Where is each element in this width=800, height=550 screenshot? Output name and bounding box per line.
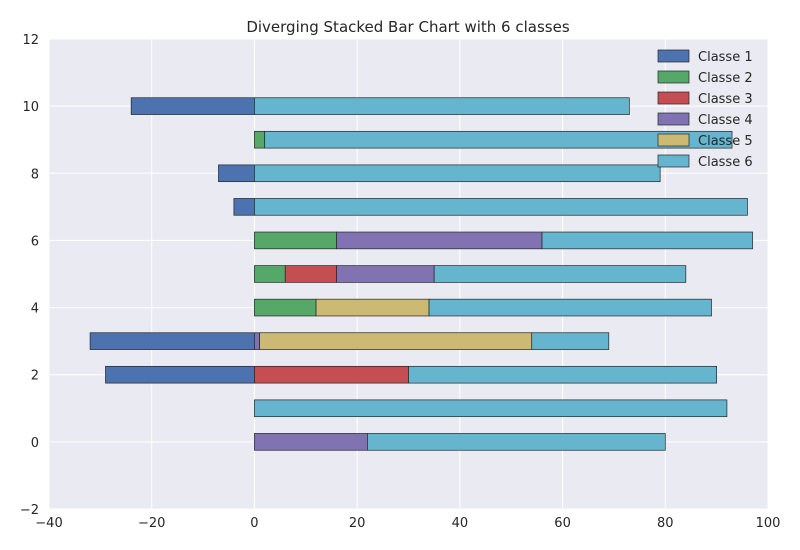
- x-tick-label: 20: [349, 516, 366, 531]
- legend-swatch: [657, 49, 690, 63]
- bar-segment: [105, 365, 255, 384]
- legend-swatch: [657, 154, 690, 168]
- bar-segment: [254, 298, 317, 317]
- bar-segment: [336, 231, 543, 250]
- bar-segment: [284, 265, 337, 283]
- legend-swatch: [657, 133, 690, 147]
- x-tick-label: 80: [657, 516, 674, 531]
- bar-segment: [254, 164, 661, 183]
- x-tick-label: 0: [250, 516, 258, 531]
- legend-label: Classe 5: [698, 134, 753, 149]
- x-axis-ticks: −40 −20 0 20 40 60 80 100: [35, 516, 780, 531]
- legend-label: Classe 2: [698, 71, 753, 86]
- x-tick-label: 100: [756, 516, 781, 531]
- x-tick-label: −40: [35, 516, 62, 531]
- bar-segment: [254, 130, 266, 149]
- legend-label: Classe 4: [698, 113, 753, 128]
- bar-segment: [254, 332, 260, 350]
- legend-label: Classe 1: [698, 50, 753, 65]
- bar-segment: [264, 130, 733, 149]
- legend-swatch: [657, 70, 690, 84]
- bar-segment: [254, 97, 630, 115]
- bar-segment: [254, 198, 748, 216]
- bar-segment: [254, 399, 728, 418]
- legend-swatch: [657, 112, 690, 126]
- bar-segment: [233, 198, 255, 216]
- bar-segment: [254, 433, 368, 451]
- y-tick-label: 6: [31, 234, 39, 249]
- bar-segment: [315, 298, 430, 317]
- bar-segment: [89, 332, 255, 350]
- bar-segment: [254, 365, 409, 384]
- x-tick-label: 60: [554, 516, 571, 531]
- bar-segment: [218, 164, 255, 183]
- x-tick-label: −20: [138, 516, 165, 531]
- bar-segment: [130, 97, 255, 115]
- bar-segment: [428, 298, 712, 317]
- y-tick-label: 4: [31, 302, 39, 317]
- bar-segment: [336, 265, 435, 283]
- bar-segment: [254, 265, 286, 283]
- y-axis-ticks: −2 0 2 4 6 8 10 12: [20, 33, 39, 518]
- bars: [89, 97, 753, 451]
- y-tick-label: 8: [31, 167, 39, 182]
- bar-segment: [433, 265, 687, 283]
- legend-label: Classe 6: [698, 155, 753, 170]
- legend-swatch: [657, 91, 690, 105]
- legend: Classe 1 Classe 2 Classe 3 Classe 4 Classe 5…: [657, 49, 753, 170]
- bar-segment: [541, 231, 753, 250]
- y-tick-label: 12: [22, 33, 39, 48]
- x-tick-label: 40: [452, 516, 469, 531]
- y-tick-label: −2: [20, 503, 39, 518]
- bar-segment: [259, 332, 533, 350]
- bar-segment: [367, 433, 666, 451]
- bar-segment: [408, 365, 717, 384]
- bar-segment: [531, 332, 610, 350]
- chart-title: Diverging Stacked Bar Chart with 6 class…: [246, 18, 569, 36]
- y-tick-label: 10: [22, 100, 39, 115]
- bar-segment: [254, 231, 337, 250]
- y-tick-label: 2: [31, 369, 39, 384]
- y-tick-label: 0: [31, 436, 39, 451]
- legend-label: Classe 3: [698, 92, 753, 107]
